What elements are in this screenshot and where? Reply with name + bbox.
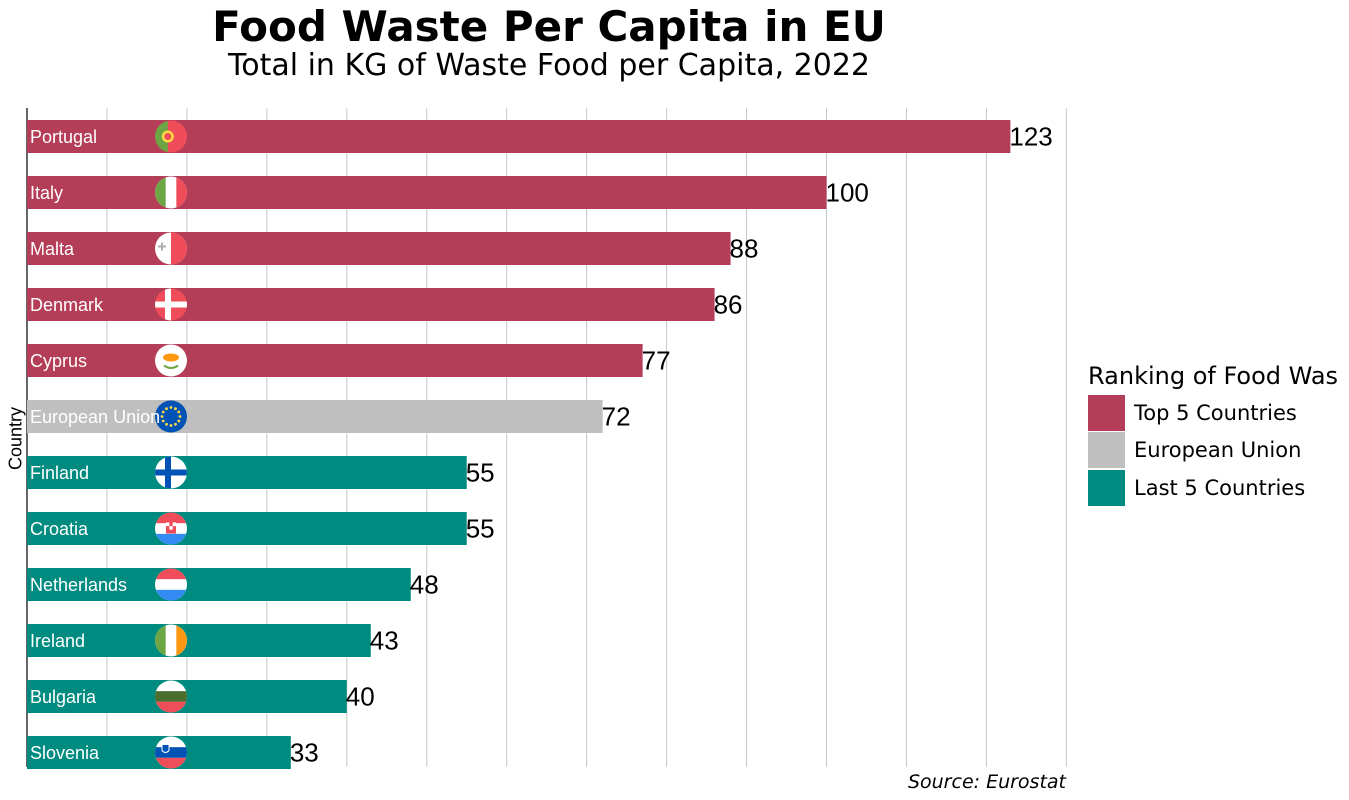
bar-value-label: 77 [642,346,671,376]
bar-group: Portugal 123 [27,120,1053,153]
bar-category-label: Croatia [30,519,89,539]
portugal-flag-icon [155,120,187,153]
legend-title: Ranking of Food Was [1088,362,1339,390]
bar [27,344,643,377]
bar-value-label: 72 [602,402,631,432]
bar [27,400,603,433]
bar-group: Italy 100 [27,176,869,209]
bar [27,624,371,657]
bar-category-label: Slovenia [30,743,100,763]
bar-category-label: Cyprus [30,351,87,371]
bulgaria-flag-icon [155,680,187,713]
chart-subtitle: Total in KG of Waste Food per Capita, 20… [227,48,871,83]
bar [27,568,411,601]
bar-group: Denmark 86 [27,288,742,321]
bar-category-label: Ireland [30,631,85,651]
malta-flag-icon [155,232,187,265]
legend: Ranking of Food Was Top 5 Countries Euro… [1088,362,1349,507]
bar-category-label: Malta [30,239,75,259]
bar-category-label: Netherlands [30,575,127,595]
bar-category-label: Finland [30,463,89,483]
bar [27,288,715,321]
bar-value-label: 123 [1009,122,1052,152]
denmark-flag-icon [155,288,187,321]
bar-category-label: Italy [30,183,63,203]
bar-group: Slovenia 33 [27,736,319,769]
legend-label-eu: European Union [1134,438,1302,463]
bar-category-label: European Union [30,407,160,427]
bar [27,176,827,209]
bar-group: Netherlands 48 [27,568,439,601]
legend-swatch-last [1088,469,1125,506]
bar-group: Croatia 55 [27,512,495,545]
legend-swatch-eu [1088,432,1125,469]
bar [27,512,467,545]
bar-value-label: 86 [714,290,743,320]
bar-value-label: 55 [466,458,495,488]
legend-swatch-top [1088,394,1125,431]
legend-item-top: Top 5 Countries [1088,394,1349,432]
bar-group: European Union 72 [27,400,631,433]
bar-value-label: 40 [346,682,375,712]
legend-label-top: Top 5 Countries [1134,400,1297,425]
italy-flag-icon [155,176,187,209]
netherlands-flag-icon [155,568,187,601]
bar-category-label: Bulgaria [30,687,97,707]
bar-value-label: 43 [370,626,399,656]
bar-category-label: Denmark [30,295,104,315]
bar-value-label: 55 [466,514,495,544]
legend-item-eu: European Union [1088,432,1349,470]
slovenia-flag-icon [155,736,187,769]
eu-flag-icon [155,400,187,433]
bar-value-label: 88 [730,234,759,264]
bar-value-label: 33 [290,738,319,768]
bar [27,456,467,489]
bar-group: Ireland 43 [27,624,399,657]
bar-group: Bulgaria 40 [27,680,375,713]
bar-group: Malta 88 [27,232,758,265]
bar-value-label: 48 [410,570,439,600]
chart-title: Food Waste Per Capita in EU [212,2,886,51]
cyprus-flag-icon [155,344,187,377]
gridlines [106,108,1067,767]
bar-category-label: Portugal [30,127,97,147]
bar [27,120,1011,153]
bar [27,232,731,265]
bar-value-label: 100 [826,178,869,208]
legend-item-last: Last 5 Countries [1088,469,1349,507]
bar-group: Finland 55 [27,456,495,489]
bar-group: Cyprus 77 [27,344,671,377]
ireland-flag-icon [155,624,187,657]
finland-flag-icon [155,456,187,489]
source-caption: Source: Eurostat [907,771,1066,793]
croatia-flag-icon [155,512,187,545]
legend-label-last: Last 5 Countries [1134,475,1306,500]
